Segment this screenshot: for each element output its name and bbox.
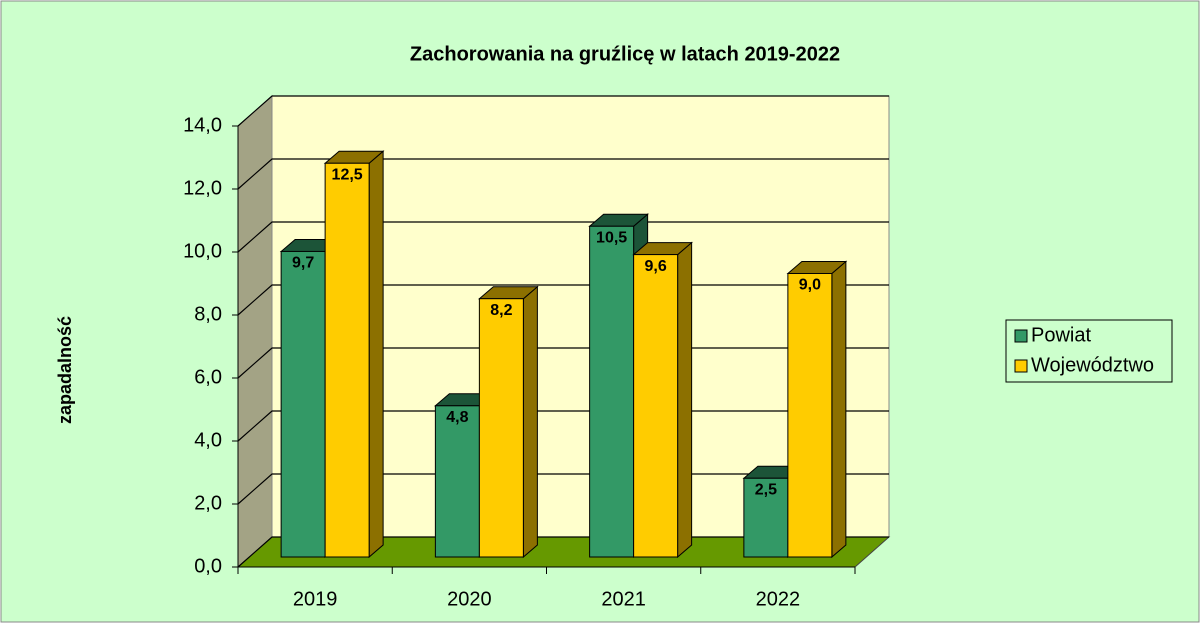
legend-swatch: [1014, 329, 1028, 343]
x-tick-label: 2019: [293, 588, 338, 610]
bar: [787, 273, 833, 558]
data-label: 9,0: [799, 277, 821, 294]
x-tick-label: 2021: [601, 588, 646, 610]
legend-label: Województwo: [1031, 354, 1154, 376]
y-tick-label: 12,0: [183, 177, 222, 199]
grid-line: [237, 158, 889, 190]
data-label: 10,5: [596, 229, 627, 246]
data-label: 8,2: [490, 302, 512, 319]
bar: [743, 477, 789, 558]
y-tick-label: 6,0: [194, 366, 222, 388]
data-label: 2,5: [755, 481, 777, 498]
bar-side: [831, 260, 847, 559]
y-axis-label: zapadalność: [55, 316, 75, 424]
x-tick-label: 2020: [447, 588, 492, 610]
bar: [434, 405, 480, 558]
legend-label: Powiat: [1031, 324, 1091, 346]
chart-title: Zachorowania na gruźlicę w latach 2019-2…: [410, 43, 840, 65]
grid-line: [237, 221, 889, 253]
y-tick-label: 14,0: [183, 114, 222, 136]
bar-side: [368, 150, 384, 559]
y-tick-label: 2,0: [194, 492, 222, 514]
bar: [280, 250, 326, 558]
grid-line: [237, 95, 889, 127]
legend-box: [1005, 319, 1173, 383]
bar: [633, 254, 679, 558]
y-tick-label: 10,0: [183, 240, 222, 262]
data-label: 9,6: [645, 258, 667, 275]
x-tick-label: 2022: [756, 588, 801, 610]
bar-side: [522, 285, 538, 559]
data-label: 9,7: [292, 255, 314, 272]
bar: [324, 162, 370, 558]
legend: Powiat Województwo: [1005, 319, 1173, 383]
y-tick-label: 0,0: [194, 555, 222, 577]
bar: [589, 225, 635, 558]
legend-swatch: [1014, 359, 1028, 373]
bar-side: [677, 241, 693, 559]
data-label: 12,5: [332, 166, 363, 183]
y-tick-label: 8,0: [194, 303, 222, 325]
bar: [478, 298, 524, 558]
data-label: 4,8: [446, 409, 468, 426]
side-wall: [237, 94, 273, 569]
y-tick-label: 4,0: [194, 429, 222, 451]
